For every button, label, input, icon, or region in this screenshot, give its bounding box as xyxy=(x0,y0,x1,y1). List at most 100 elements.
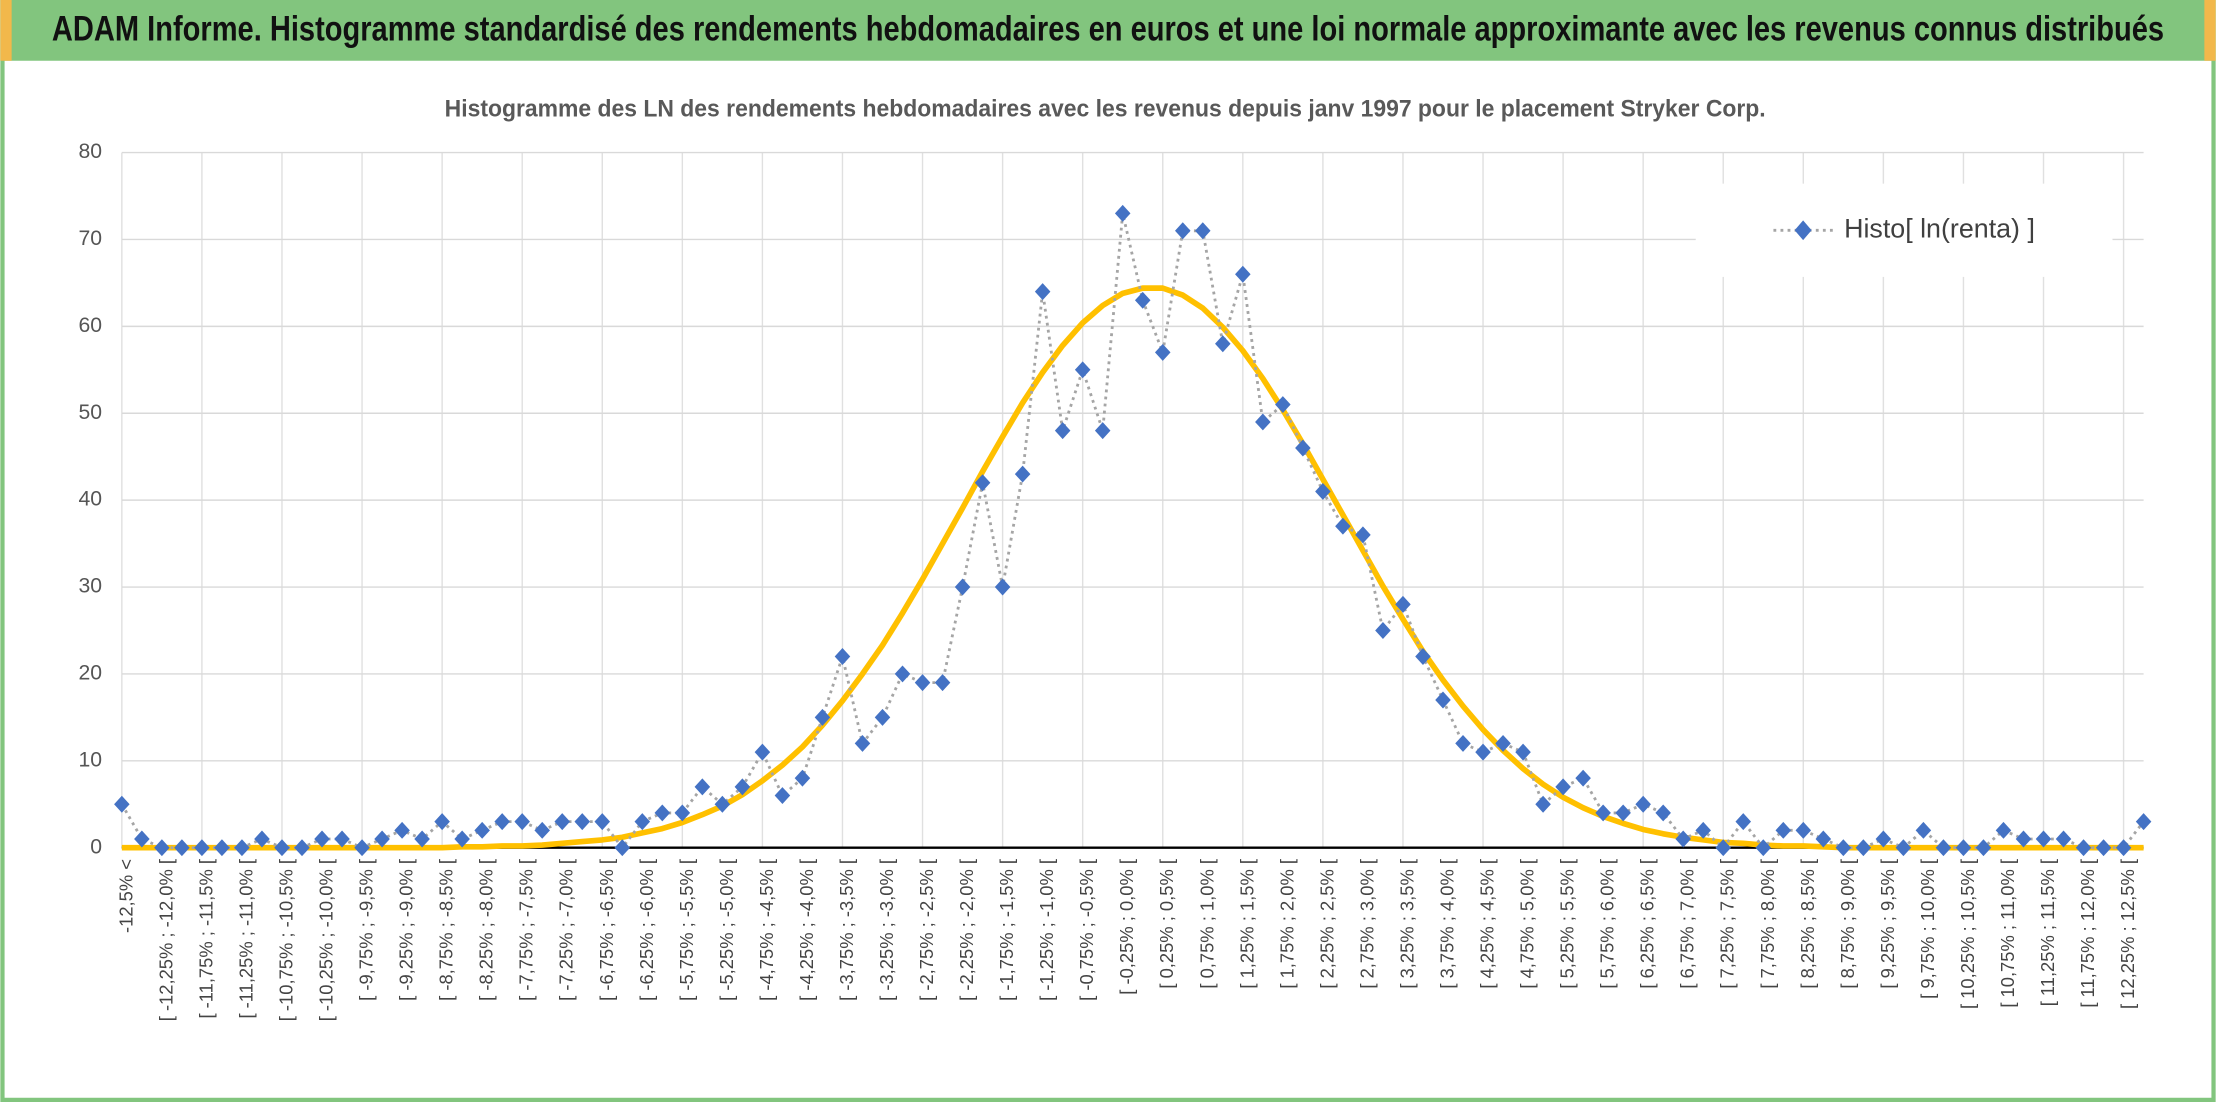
x-tick-label: [ 5,75% ; 6,0% [ xyxy=(1597,859,1618,989)
data-point xyxy=(614,839,631,857)
data-point xyxy=(1355,526,1371,544)
data-point xyxy=(314,830,330,848)
x-tick-label: [ 11,25% ; 11,5% [ xyxy=(2037,859,2058,1006)
data-point xyxy=(234,839,250,857)
legend-label: Histo[ ln(renta) ] xyxy=(1844,213,2035,243)
data-point xyxy=(1475,743,1491,761)
data-point xyxy=(554,813,571,831)
legend-box xyxy=(1695,183,2113,277)
data-point xyxy=(774,787,791,805)
x-tick-label: [ 3,75% ; 4,0% [ xyxy=(1436,859,1457,989)
data-point xyxy=(1275,396,1291,414)
data-point xyxy=(854,734,871,752)
data-point xyxy=(674,804,691,822)
data-point xyxy=(914,674,931,692)
x-tick-label: [ 3,25% ; 3,5% [ xyxy=(1396,859,1417,989)
x-tick-label: [ -7,75% ; -7,5% [ xyxy=(516,859,537,1001)
x-tick-label: [ -3,25% ; -3,0% [ xyxy=(876,859,897,1001)
data-point xyxy=(2135,813,2152,831)
data-point xyxy=(2075,839,2092,857)
data-point xyxy=(574,813,591,831)
data-point xyxy=(1915,821,1932,839)
x-tick-label: [ -11,75% ; -11,5% [ xyxy=(195,859,216,1019)
y-tick-label: 0 xyxy=(90,835,102,858)
x-tick-label: [ -5,25% ; -5,0% [ xyxy=(716,859,737,1001)
x-tick-label: [ -0,75% ; -0,5% [ xyxy=(1076,859,1097,1001)
data-point xyxy=(894,665,911,683)
x-tick-label: [ 7,75% ; 8,0% [ xyxy=(1757,859,1778,989)
data-point xyxy=(794,769,811,787)
data-point xyxy=(354,839,370,857)
data-point xyxy=(134,830,150,848)
data-point xyxy=(534,821,550,839)
plot xyxy=(114,204,2152,857)
x-tick-label: [ -1,25% ; -1,0% [ xyxy=(1036,859,1057,1001)
data-point xyxy=(1315,482,1331,500)
header-title: ADAM Informe. Histogramme standardisé de… xyxy=(52,9,2164,48)
data-point xyxy=(2115,839,2132,857)
data-point xyxy=(174,839,190,857)
x-tick-label: [ 7,25% ; 7,5% [ xyxy=(1717,859,1738,989)
data-point xyxy=(874,708,891,726)
data-point xyxy=(394,821,410,839)
x-tick-label: [ 9,25% ; 9,5% [ xyxy=(1877,859,1898,989)
data-point xyxy=(934,674,951,692)
legend: Histo[ ln(renta) ] xyxy=(1695,183,2113,277)
data-point xyxy=(734,778,751,796)
data-point xyxy=(1114,204,1131,222)
corner xyxy=(2204,0,2216,61)
x-tick-label: [ 0,25% ; 0,5% [ xyxy=(1156,859,1177,989)
data-point xyxy=(1975,839,1992,857)
data-point xyxy=(714,795,731,813)
data-point xyxy=(434,813,450,831)
x-tick-label: [ -8,75% ; -8,5% [ xyxy=(436,859,457,1001)
data-point xyxy=(1375,621,1391,639)
x-tick-label: [ -7,25% ; -7,0% [ xyxy=(556,859,577,1001)
x-tick-label: [ -10,25% ; -10,0% [ xyxy=(316,859,337,1021)
data-point xyxy=(2055,830,2072,848)
data-point xyxy=(1295,439,1311,457)
data-point xyxy=(114,795,130,813)
x-tick-label: [ -9,75% ; -9,5% [ xyxy=(356,859,377,1001)
x-tick-label: [ -2,75% ; -2,5% [ xyxy=(916,859,937,1001)
data-point xyxy=(294,839,310,857)
data-point xyxy=(1795,821,1812,839)
y-tick-label: 70 xyxy=(78,227,102,250)
data-point xyxy=(1435,691,1451,709)
data-point xyxy=(2095,839,2112,857)
x-tick-label: [ 4,75% ; 5,0% [ xyxy=(1517,859,1538,989)
data-point xyxy=(654,804,671,822)
x-tick-label: [ 8,25% ; 8,5% [ xyxy=(1797,859,1818,989)
data-point xyxy=(1455,734,1471,752)
data-point xyxy=(1335,517,1351,535)
x-tick-label: [ -4,25% ; -4,0% [ xyxy=(796,859,817,1001)
x-tick-label: [ 5,25% ; 5,5% [ xyxy=(1557,859,1578,989)
data-point xyxy=(1715,839,1732,857)
data-point xyxy=(1094,422,1111,440)
data-point xyxy=(754,743,771,761)
data-point xyxy=(1134,291,1151,309)
x-tick-label: [ -5,75% ; -5,5% [ xyxy=(676,859,697,1001)
y-tick-label: 20 xyxy=(78,662,102,685)
data-point xyxy=(1775,821,1792,839)
data-point xyxy=(1755,839,1772,857)
x-tick-label: [ 2,25% ; 2,5% [ xyxy=(1316,859,1337,989)
x-tick-label: [ -9,25% ; -9,0% [ xyxy=(396,859,417,1001)
data-point xyxy=(1395,595,1411,613)
x-tick-label: [ 1,75% ; 2,0% [ xyxy=(1276,859,1297,989)
x-tick-label: [ 12,25% ; 12,5% [ xyxy=(2117,859,2138,1009)
x-tick-label: [ 8,75% ; 9,0% [ xyxy=(1837,859,1858,989)
x-tick-label: [ 1,25% ; 1,5% [ xyxy=(1236,859,1257,989)
data-point xyxy=(1495,734,1511,752)
data-point xyxy=(814,708,831,726)
data-point xyxy=(1635,795,1651,813)
data-point xyxy=(1515,743,1531,761)
data-point xyxy=(594,813,611,831)
data-point xyxy=(1895,839,1912,857)
data-point xyxy=(1935,839,1952,857)
x-tick-label: [ 6,75% ; 7,0% [ xyxy=(1677,859,1698,989)
data-point xyxy=(1875,830,1892,848)
data-point xyxy=(414,830,430,848)
data-point xyxy=(2015,830,2032,848)
